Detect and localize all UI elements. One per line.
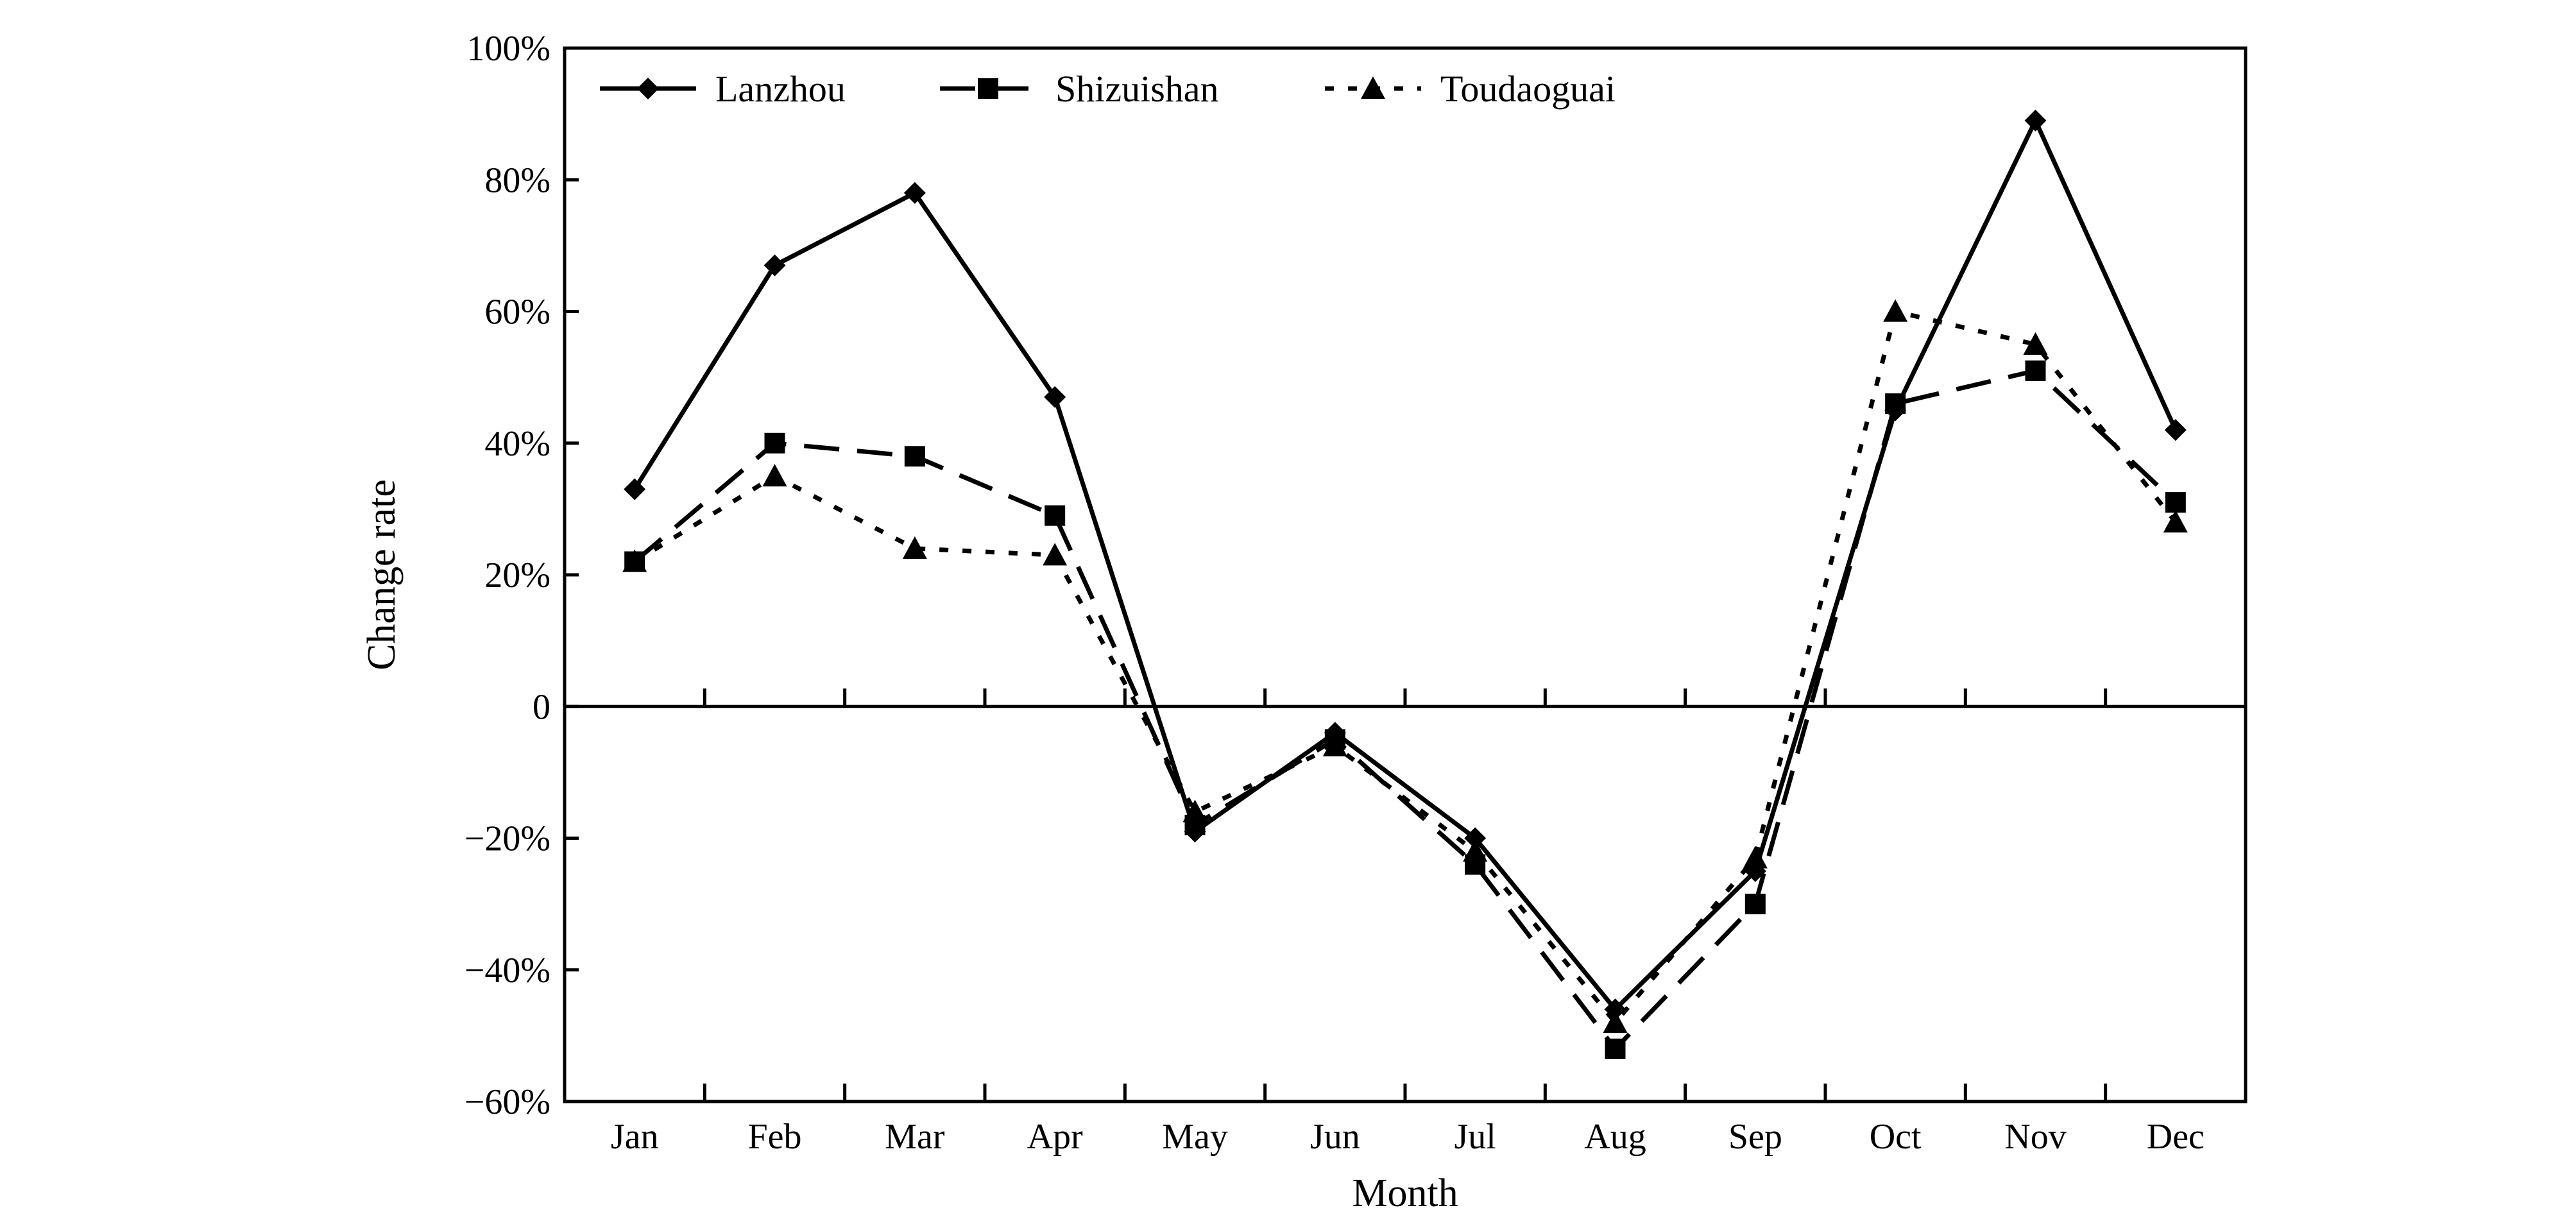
y-tick-label: 60% [484, 293, 550, 332]
series-line-lanzhou [633, 118, 2178, 1012]
data-point-shizuishan [1045, 505, 1066, 526]
y-tick-label: 40% [484, 424, 550, 464]
data-point-shizuishan [1605, 1038, 1626, 1059]
series-toudaoguai [622, 299, 2188, 1033]
x-tick-label: Mar [885, 1117, 945, 1157]
data-point-toudaoguai [1463, 839, 1488, 862]
x-tick-label: Nov [2004, 1117, 2066, 1157]
x-tick-label: Aug [1584, 1117, 1646, 1157]
x-axis-title: Month [1352, 1171, 1458, 1215]
y-tick-label: −20% [465, 819, 550, 859]
data-point-shizuishan [2025, 360, 2046, 381]
data-point-toudaoguai [622, 549, 647, 572]
x-tick-label: Feb [748, 1117, 802, 1157]
data-point-shizuishan [764, 432, 785, 454]
series-shizuishan [624, 360, 2186, 1059]
data-point-shizuishan [1744, 894, 1766, 915]
y-tick-label: −40% [465, 951, 550, 991]
x-tick-label: May [1162, 1117, 1228, 1157]
x-tick-label: Jul [1454, 1117, 1496, 1157]
legend-marker-toudaoguai [1361, 76, 1385, 99]
x-tick-label: Jun [1310, 1117, 1360, 1157]
y-tick-label: −60% [465, 1082, 550, 1122]
data-point-toudaoguai [1043, 543, 1068, 566]
data-point-lanzhou [763, 254, 786, 277]
y-tick-label: 80% [484, 160, 550, 200]
series-line-shizuishan [633, 368, 2178, 1051]
y-axis-title: Change rate [360, 479, 404, 670]
data-point-lanzhou [2164, 419, 2187, 441]
series-layer [622, 109, 2188, 1059]
data-point-shizuishan [2165, 492, 2186, 513]
data-point-lanzhou [624, 478, 646, 500]
legend-label-lanzhou: Lanzhou [715, 68, 846, 110]
x-tick-label: Jan [611, 1117, 659, 1157]
series-lanzhou [624, 109, 2187, 1021]
data-point-shizuishan [904, 446, 925, 467]
y-tick-label: 20% [484, 556, 550, 595]
x-tick-label: Oct [1870, 1117, 1922, 1157]
x-tick-label: Apr [1027, 1117, 1083, 1157]
data-point-toudaoguai [902, 536, 927, 559]
x-tick-label: Sep [1728, 1117, 1782, 1157]
x-tick-label: Dec [2147, 1117, 2205, 1157]
data-point-lanzhou [2024, 109, 2047, 132]
data-point-toudaoguai [762, 464, 787, 487]
data-point-shizuishan [1885, 393, 1906, 414]
data-point-toudaoguai [2023, 332, 2048, 355]
data-point-toudaoguai [1322, 733, 1347, 756]
data-point-lanzhou [1464, 827, 1487, 849]
legend-label-toudaoguai: Toudaoguai [1440, 68, 1616, 110]
x-axis-ticks: Jan Feb Mar Apr May Jun Jul Aug Sep Oct Nov Dec [611, 688, 2205, 1157]
data-point-lanzhou [1044, 386, 1066, 408]
legend-label-shizuishan: Shizuishan [1055, 68, 1219, 110]
legend: Lanzhou Shizuishan Toudaoguai [600, 68, 1616, 110]
data-point-toudaoguai [1883, 299, 1908, 322]
y-tick-label: 100% [466, 29, 550, 69]
legend-marker-shizuishan [978, 78, 998, 99]
data-point-toudaoguai [2163, 509, 2188, 533]
data-point-toudaoguai [1743, 846, 1768, 869]
data-point-lanzhou [903, 182, 926, 204]
series-line-toudaoguai [633, 309, 2178, 1025]
y-axis-ticks: −60% −40% −20% 0 20% 40% 60% 80% 100% [465, 29, 579, 1122]
data-point-toudaoguai [1182, 799, 1207, 822]
y-tick-label: 0 [533, 687, 550, 727]
data-point-toudaoguai [1603, 1010, 1628, 1033]
legend-marker-lanzhou [637, 78, 659, 99]
